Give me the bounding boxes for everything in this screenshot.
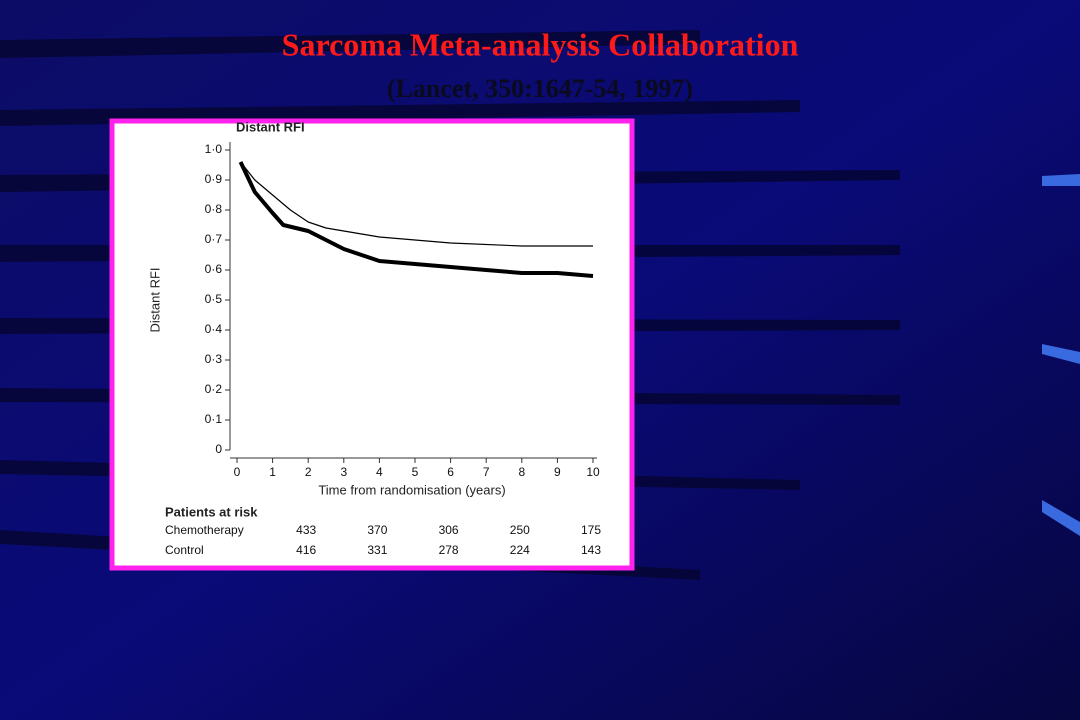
risk-count: 250 [510, 523, 530, 537]
slide-subtitle: (Lancet, 350:1647-54, 1997) [387, 74, 693, 103]
y-tick-label: 0·9 [205, 172, 223, 186]
x-tick-label: 7 [483, 465, 490, 479]
risk-count: 416 [296, 543, 316, 557]
y-tick-label: 0·4 [205, 322, 223, 336]
x-tick-label: 1 [269, 465, 276, 479]
risk-count: 143 [581, 543, 601, 557]
x-tick-label: 2 [305, 465, 312, 479]
y-tick-label: 0·2 [205, 382, 223, 396]
x-tick-label: 9 [554, 465, 561, 479]
survival-curve [238, 161, 594, 278]
chart-title: Distant RFI [236, 119, 305, 134]
x-tick-label: 10 [586, 465, 600, 479]
y-tick-label: 0·6 [205, 262, 223, 276]
survival-curve [240, 161, 593, 247]
risk-count: 370 [367, 523, 387, 537]
x-tick-label: 3 [340, 465, 347, 479]
risk-table-title: Patients at risk [165, 504, 258, 519]
slide-title: Sarcoma Meta-analysis Collaboration [282, 26, 799, 62]
decorations [1042, 174, 1080, 536]
x-tick-label: 4 [376, 465, 383, 479]
x-tick-label: 0 [234, 465, 241, 479]
x-tick-label: 6 [447, 465, 454, 479]
risk-count: 331 [367, 543, 387, 557]
y-tick-label: 0 [215, 442, 222, 456]
risk-count: 224 [510, 543, 530, 557]
risk-count: 306 [439, 523, 459, 537]
chart-panel [109, 118, 635, 571]
y-tick-label: 0·3 [205, 352, 223, 366]
y-tick-label: 0·1 [205, 412, 223, 426]
y-axis-label: Distant RFI [147, 267, 162, 332]
x-tick-label: 5 [412, 465, 419, 479]
risk-count: 175 [581, 523, 601, 537]
risk-count: 433 [296, 523, 316, 537]
risk-row-label: Chemotherapy [165, 523, 244, 537]
risk-row-label: Control [165, 543, 204, 557]
x-axis-label: Time from randomisation (years) [318, 482, 505, 497]
x-tick-label: 8 [518, 465, 525, 479]
risk-count: 278 [439, 543, 459, 557]
y-tick-label: 0·8 [205, 202, 223, 216]
y-tick-label: 1·0 [205, 142, 223, 156]
y-tick-label: 0·7 [205, 232, 223, 246]
y-tick-label: 0·5 [205, 292, 223, 306]
